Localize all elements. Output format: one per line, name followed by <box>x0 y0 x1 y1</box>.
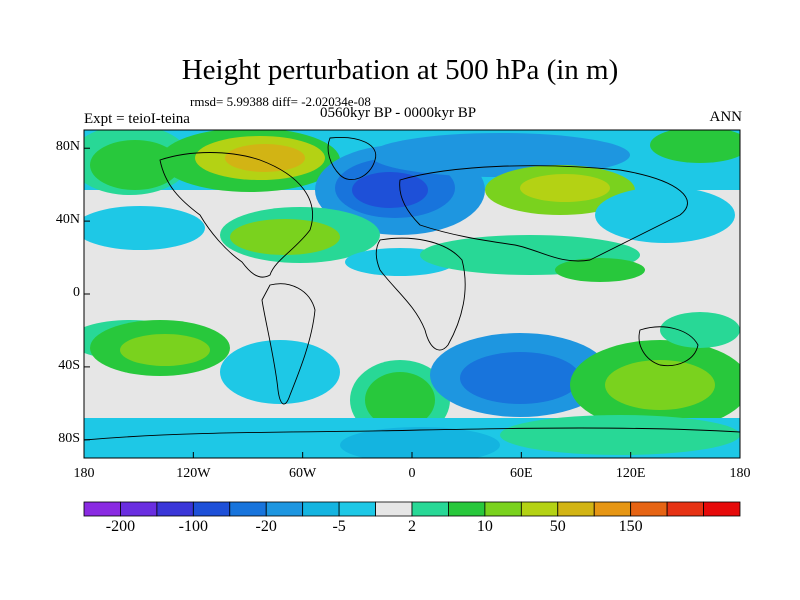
antarctica-outline <box>84 427 740 441</box>
contour-region <box>120 334 210 366</box>
y-tick-label: 0 <box>73 285 80 300</box>
contour-region <box>84 206 205 250</box>
colorbar-swatch <box>156 501 194 517</box>
contour-region <box>352 172 428 208</box>
contour-region <box>365 372 435 428</box>
greenland-outline <box>327 137 377 180</box>
x-tick-label: 120W <box>176 466 211 481</box>
contour-region <box>605 360 715 410</box>
colorbar-tick-label: -100 <box>178 518 208 535</box>
experiment-label: Expt = teioI-teina <box>84 111 190 127</box>
x-tick-label: 0 <box>408 466 416 481</box>
y-tick-label: 80S <box>58 430 80 446</box>
colorbar-swatch <box>448 501 486 517</box>
y-tick-label: 40N <box>55 212 80 228</box>
contour-region <box>595 187 735 243</box>
colorbar-tick-label: 50 <box>549 518 566 535</box>
colorbar-swatch <box>630 501 668 517</box>
colorbar-swatch <box>703 501 741 517</box>
colorbar-swatch <box>229 501 267 517</box>
colorbar-swatch <box>120 501 158 517</box>
colorbar-swatch <box>375 501 413 517</box>
australia-outline <box>638 326 699 367</box>
contour-field <box>84 130 740 458</box>
stats-text: rmsd= 5.99388 diff= -2.02034e-08 <box>190 94 371 109</box>
colorbar-swatch <box>666 501 704 517</box>
colorbar <box>83 501 741 517</box>
colorbar-swatch <box>520 501 559 517</box>
contour-region <box>225 144 305 172</box>
colorbar-tick-label: 2 <box>408 518 416 535</box>
africa-outline <box>375 237 466 351</box>
colorbar-swatch <box>302 501 340 517</box>
colorbar-tick-label: -5 <box>332 518 346 535</box>
colorbar-tick-label: -20 <box>255 518 277 535</box>
colorbar-tick-label: -200 <box>105 518 136 535</box>
colorbar-swatch <box>484 501 522 517</box>
contour-region <box>500 415 740 455</box>
contour-region <box>520 174 610 202</box>
contour-region <box>340 427 500 458</box>
contour-region <box>660 312 740 348</box>
contour-region <box>460 352 580 404</box>
contour-region <box>90 140 180 190</box>
period-label: 0560kyr BP - 0000kyr BP <box>320 105 477 121</box>
x-tick-label: 120E <box>615 466 646 481</box>
x-tick-label: 60W <box>289 466 317 481</box>
colorbar-swatch <box>557 501 595 517</box>
north-america-outline <box>159 152 313 278</box>
map-title: Height perturbation at 500 hPa (in m) <box>181 54 619 86</box>
axis-ticks <box>83 147 741 458</box>
y-tick-label: 40S <box>58 357 80 373</box>
contour-region <box>650 130 740 163</box>
colorbar-tick-label: 150 <box>618 518 643 535</box>
contour-region <box>555 258 645 282</box>
colorbar-swatch <box>411 501 449 517</box>
colorbar-tick-label: 10 <box>476 518 493 535</box>
colorbar-swatch <box>338 501 376 517</box>
x-tick-label: 180 <box>73 466 95 481</box>
season-label: ANN <box>709 109 743 125</box>
eurasia-outline <box>399 165 688 262</box>
contour-region <box>220 340 340 404</box>
colorbar-swatch <box>192 501 231 517</box>
y-tick-label: 80N <box>55 139 80 155</box>
coastlines <box>84 137 740 441</box>
south-america-outline <box>261 283 316 405</box>
contour-region <box>230 219 340 255</box>
x-tick-label: 180 <box>729 466 751 481</box>
colorbar-swatch <box>265 501 304 517</box>
colorbar-swatch <box>83 501 121 517</box>
colorbar-swatch <box>593 501 632 517</box>
x-tick-label: 60E <box>510 466 533 481</box>
